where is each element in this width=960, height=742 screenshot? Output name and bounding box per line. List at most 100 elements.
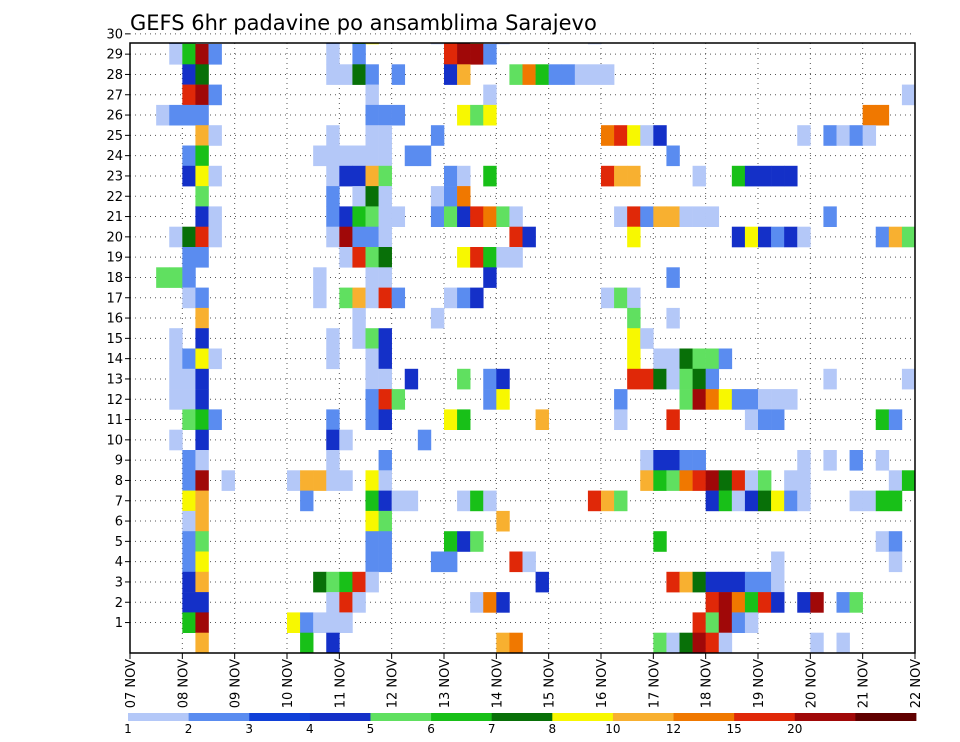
x-axis-ticks: 07 NOV 08 NOV 09 NOV 10 NOV 11 NOV 12 NOV 13 N… [124,653,924,708]
heatmap-cell [365,165,379,187]
heatmap-cell [365,368,379,390]
heatmap-cell [182,104,196,126]
heatmap-cell [182,571,196,593]
heatmap-cell [509,64,523,85]
heatmap-cell [326,470,340,491]
heatmap-cell [496,592,510,613]
heatmap-cell [901,84,916,106]
heatmap-cell [169,104,183,126]
heatmap-cell [365,551,379,573]
heatmap-cell [692,206,706,227]
heatmap-cell [417,145,432,167]
heatmap-cell [496,368,510,390]
y-tick-label: 15 [106,332,123,347]
heatmap-cell [339,247,353,268]
heatmap-cell [522,226,536,248]
heatmap-cell [640,368,654,390]
heatmap-cell [417,429,432,451]
y-tick-label: 10 [106,433,123,448]
heatmap-cell [365,125,379,146]
heatmap-cell [483,490,497,512]
y-tick-label: 20 [106,230,123,245]
heatmap-cell [797,125,811,146]
heatmap-cell [470,206,484,227]
heatmap-cell [365,287,379,309]
heatmap-cell [195,409,209,430]
heatmap-cell [352,571,366,593]
heatmap-cell [483,206,497,227]
heatmap-cell [378,247,392,268]
y-tick-label: 21 [106,210,123,225]
heatmap-cell [339,612,353,633]
heatmap-cell [666,145,680,167]
legend-swatch [673,713,735,721]
heatmap-cell [195,44,209,65]
heatmap-cell [509,247,523,268]
heatmap-cell [365,206,379,227]
legend-label: 3 [245,722,253,736]
x-tick-label: 16 NOV [595,659,610,708]
heatmap-cell [182,450,196,471]
legend-swatch [491,713,553,721]
heatmap-cell [365,226,379,248]
heatmap-cell [444,186,458,207]
heatmap-cell [797,470,811,491]
heatmap-cell [352,226,366,248]
x-tick-label: 18 NOV [700,659,715,708]
heatmap-cell [378,125,392,146]
heatmap-cell [404,145,419,167]
heatmap-cell [182,145,196,167]
y-tick-label: 12 [106,393,123,408]
heatmap-cell [404,490,419,512]
heatmap-cell [208,84,222,106]
heatmap-cell [666,267,680,288]
heatmap-cell [365,389,379,410]
heatmap-cell [771,551,785,573]
x-tick-label: 21 NOV [857,659,872,708]
heatmap-cell [692,165,706,187]
heatmap-cell [888,490,903,512]
y-tick-label: 27 [106,88,123,103]
heatmap-cell [888,531,903,552]
heatmap-cell [326,348,340,370]
heatmap-cell [182,409,196,430]
heatmap-cell [352,64,366,85]
y-tick-label: 28 [106,68,123,83]
heatmap-cell [771,389,785,410]
heatmap-cell [718,389,733,410]
heatmap-cell [339,571,353,593]
heatmap-cell [601,165,615,187]
heatmap-cell [679,632,693,654]
heatmap-cell [771,490,785,512]
x-tick-label: 09 NOV [229,659,244,708]
y-tick-label: 17 [106,291,123,306]
heatmap-cell [195,510,209,532]
chart-title: GEFS 6hr padavine po ansamblima Sarajevo [130,11,597,35]
heatmap-cell [483,368,497,390]
heatmap-cell [810,632,824,654]
heatmap-cell [470,531,484,552]
heatmap-cell [784,490,798,512]
heatmap-cell [339,592,353,613]
heatmap-cell [614,287,628,309]
color-legend: 1 2 3 4 5 6 7 8 10 12 15 20 [124,713,917,736]
heatmap-cell [875,490,890,512]
heatmap-cell [901,470,916,491]
heatmap-cell [378,389,392,410]
heatmap-cell [653,348,667,370]
heatmap-cell [535,571,549,593]
heatmap-cell [444,64,458,85]
heatmap-cell [718,490,733,512]
heatmap-cell [339,470,353,491]
x-tick-label: 15 NOV [543,659,558,708]
heatmap-cell [182,267,196,288]
heatmap-cell [692,470,706,491]
heatmap-cell [731,612,746,633]
heatmap-cell [326,186,340,207]
heatmap-cell [182,551,196,573]
heatmap-cell [731,592,746,613]
heatmap-cell [666,571,680,593]
heatmap-cell [653,450,667,471]
heatmap-cell [862,104,877,126]
heatmap-cell [195,531,209,552]
